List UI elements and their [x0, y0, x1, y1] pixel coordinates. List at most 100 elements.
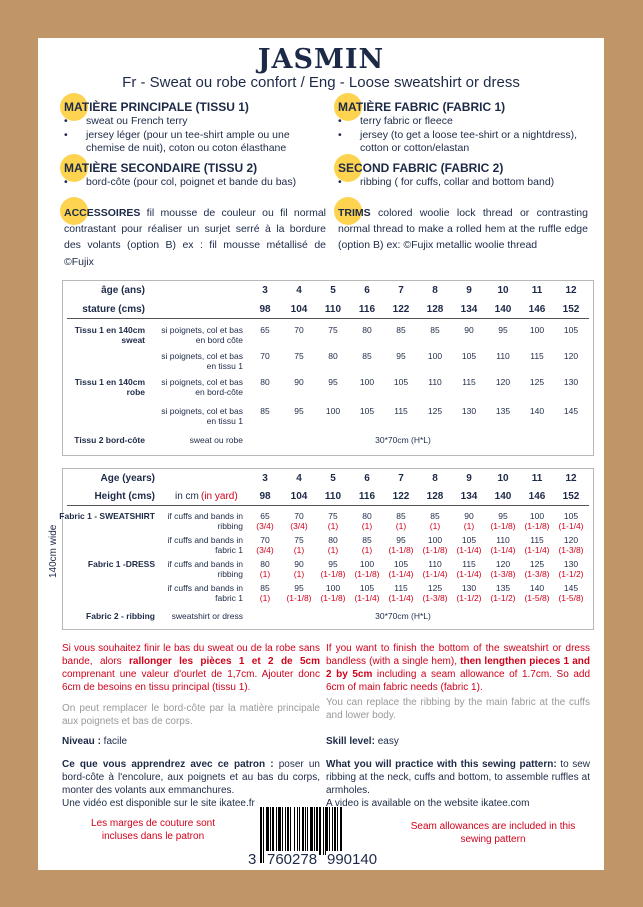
cell-value: 85	[396, 325, 406, 335]
height-value: 146	[528, 304, 546, 315]
height-value: 122	[392, 491, 410, 502]
cell-value: 100	[427, 535, 443, 545]
en-learn: to sew ribbing at the neck, cuffs and bo…	[326, 759, 591, 796]
cell-yard: (1-1/8)	[422, 545, 448, 555]
age-value: 4	[296, 473, 302, 484]
cell-value: 110	[428, 377, 442, 387]
row-desc-sub: en bord-côte	[195, 387, 243, 397]
barcode-bar	[319, 807, 321, 855]
age-value: 10	[497, 473, 509, 484]
en-hem-text: If you want to finish the bottom of the …	[326, 643, 590, 667]
age-label: Age (years)	[100, 473, 155, 484]
cell-value: 120	[495, 559, 511, 569]
age-value: 7	[398, 473, 404, 484]
pattern-subtitle: Fr - Sweat ou robe confort / Eng - Loose…	[122, 74, 520, 91]
cell-value: 100	[325, 406, 341, 416]
cell-yard: (1)	[293, 545, 305, 555]
cell-value: 100	[359, 377, 375, 387]
cell-value: 95	[328, 377, 338, 387]
age-value: 8	[432, 473, 438, 484]
cell-value: 65	[260, 325, 270, 335]
cell-value: 130	[563, 377, 579, 387]
list-item: terry fabric or fleece	[338, 115, 588, 129]
cell-value: 90	[294, 377, 304, 387]
cell-yard: (1)	[463, 521, 475, 531]
row-desc: if cuffs and bands in	[167, 511, 243, 521]
cell-value: 80	[328, 535, 338, 545]
cell-value: 105	[393, 377, 409, 387]
cell-value: 85	[260, 406, 270, 416]
height-value: 152	[562, 491, 580, 502]
ribbing-desc: sweat ou robe	[189, 435, 243, 445]
cell-value: 145	[563, 406, 579, 416]
cell-value: 140	[529, 583, 545, 593]
list-item: bord-côte (pour col, poignet et bande du…	[64, 176, 326, 190]
row-group: Tissu 1 en 140cm	[74, 377, 145, 387]
height-label: stature (cms)	[82, 304, 145, 315]
cell-value: 70	[260, 535, 270, 545]
age-value: 9	[466, 473, 472, 484]
age-value: 8	[432, 285, 438, 296]
barcode-bar	[314, 807, 315, 855]
age-value: 11	[531, 285, 543, 296]
cell-value: 125	[427, 406, 443, 416]
barcode-bar	[307, 807, 308, 855]
en-video-text: A video is available on the website ikat…	[326, 798, 530, 809]
cell-yard: (1)	[259, 593, 271, 603]
age-value: 12	[565, 285, 577, 296]
cell-value: 140	[529, 406, 545, 416]
age-value: 6	[364, 473, 370, 484]
cell-yard: (1-3/8)	[422, 593, 448, 603]
cell-value: 110	[428, 559, 442, 569]
yellow-dot-icon	[334, 196, 362, 225]
cell-value: 95	[328, 559, 338, 569]
row-desc: if cuffs and bands in	[167, 559, 243, 569]
row-desc: si poignets, col et bas	[161, 406, 243, 416]
cell-yard: (1-1/8)	[286, 593, 312, 603]
barcode-bars	[260, 807, 342, 863]
height-value: 116	[358, 304, 376, 315]
barcode-digits-left: 760278	[266, 851, 319, 868]
cell-yard: (1-3/8)	[490, 569, 516, 579]
en-seam-note: Seam allowances are included in this sew…	[410, 821, 576, 845]
header-divider	[67, 318, 589, 319]
barcode-digits-right: 990140	[326, 851, 379, 868]
barcode-bar	[287, 807, 289, 855]
cell-yard: (1)	[293, 569, 305, 579]
cell-value: 105	[461, 535, 477, 545]
barcode-bar	[323, 807, 324, 855]
barcode-bar	[290, 807, 291, 855]
cell-yard: (3/4)	[256, 521, 274, 531]
cell-value: 95	[396, 535, 406, 545]
age-value: 12	[565, 473, 577, 484]
cell-value: 65	[260, 511, 270, 521]
cell-value: 120	[563, 535, 579, 545]
height-value: 98	[259, 491, 271, 502]
cell-value: 95	[294, 583, 304, 593]
cell-value: 125	[529, 377, 545, 387]
cell-yard: (1-1/4)	[422, 569, 448, 579]
cell-value: 105	[563, 325, 579, 335]
height-value: 134	[460, 491, 478, 502]
cell-value: 75	[328, 511, 338, 521]
cell-yard: (1)	[327, 521, 339, 531]
cell-value: 105	[359, 406, 375, 416]
cell-yard: (1-1/4)	[388, 569, 414, 579]
barcode-bar	[270, 807, 271, 855]
cell-yard: (1)	[259, 569, 271, 579]
ribbing-group: Tissu 2 bord-côte	[74, 435, 145, 445]
cell-yard: (1-1/8)	[320, 569, 346, 579]
fr-hem-text: Si vous souhaitez finir le bas du sweat …	[62, 643, 320, 667]
en-main-title: MATIÈRE FABRIC (FABRIC 1)	[338, 100, 506, 114]
barcode-bar	[337, 807, 338, 855]
fr-hem-bold: rallonger les pièces 1 et 2 de 5cm	[128, 656, 320, 667]
cell-value: 80	[260, 559, 270, 569]
height-value: 104	[290, 304, 308, 315]
barcode-bar	[310, 807, 313, 855]
en-hem-bold: then lengthen pieces 1 and 2 by 5cm	[326, 656, 591, 680]
cell-yard: (1-1/2)	[456, 593, 482, 603]
cell-value: 75	[328, 325, 338, 335]
barcode-bar	[297, 807, 298, 855]
cell-value: 115	[530, 535, 544, 545]
cell-yard: (1-1/2)	[558, 569, 584, 579]
